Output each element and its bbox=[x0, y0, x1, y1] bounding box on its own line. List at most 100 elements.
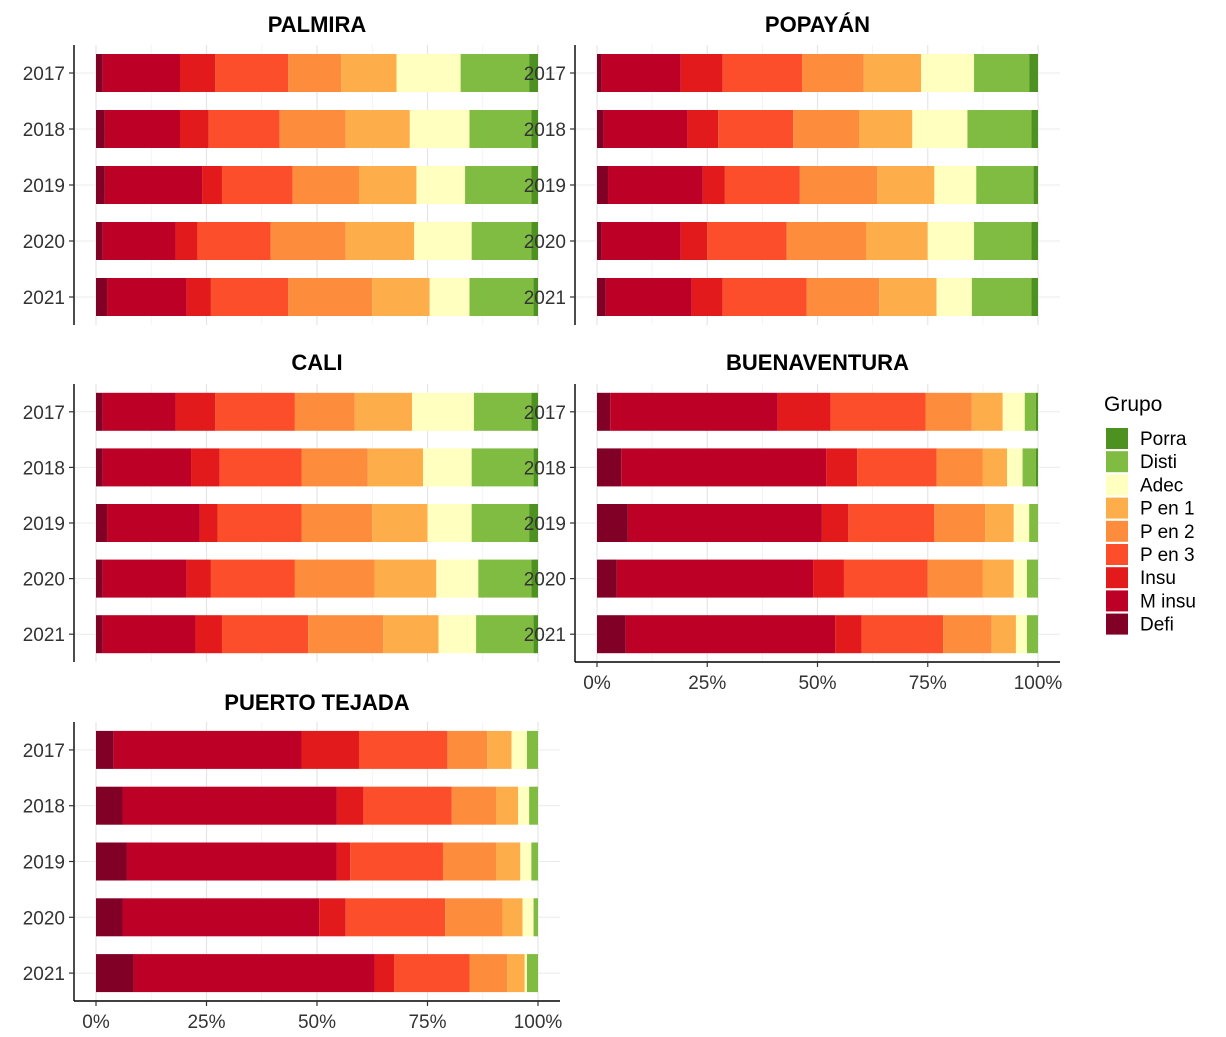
bar-segment-defi bbox=[597, 166, 609, 204]
legend-item: P en 3 bbox=[1106, 544, 1195, 566]
bar-segment-p-en-3 bbox=[350, 842, 443, 881]
bar-segment-defi bbox=[597, 559, 617, 598]
x-tick-label: 25% bbox=[187, 1012, 225, 1033]
bar-segment-p-en-1 bbox=[372, 278, 430, 316]
bar-segment-disti bbox=[974, 54, 1030, 92]
bar-segment-adec bbox=[429, 278, 470, 316]
bar-segment-insu bbox=[179, 110, 209, 148]
legend-key bbox=[1106, 613, 1128, 635]
bar-segment-defi bbox=[96, 166, 105, 204]
legend-item: P en 1 bbox=[1106, 497, 1195, 520]
bar-segment-p-en-2 bbox=[447, 730, 488, 769]
bar-segment-p-en-2 bbox=[802, 54, 864, 92]
legend-item: M insu bbox=[1106, 590, 1196, 612]
legend-label: Adec bbox=[1140, 475, 1183, 496]
y-tick-label: 2019 bbox=[23, 853, 65, 874]
y-tick-label: 2020 bbox=[23, 908, 65, 929]
bar-segment-defi bbox=[597, 448, 622, 487]
bar-segment-p-en-3 bbox=[724, 166, 800, 204]
bar-segment-p-en-1 bbox=[863, 54, 922, 92]
panel-title: POPAYÁN bbox=[765, 12, 870, 37]
bar-segment-p-en-3 bbox=[210, 559, 295, 598]
bar-segment-disti bbox=[974, 222, 1032, 260]
bar-segment-disti bbox=[529, 786, 538, 825]
bar-segment-insu bbox=[175, 222, 198, 260]
bar-segment-adec bbox=[1013, 559, 1027, 598]
bar-segment-p-en-1 bbox=[985, 504, 1014, 542]
y-tick-label: 2018 bbox=[524, 458, 566, 479]
legend-label: Porra bbox=[1140, 429, 1187, 450]
bar-segment-insu bbox=[835, 615, 862, 654]
bar-segment-adec bbox=[423, 448, 472, 487]
bar-segment-porra bbox=[533, 448, 538, 487]
bar-segment-p-en-3 bbox=[221, 615, 309, 654]
legend-item: Disti bbox=[1106, 451, 1177, 473]
bar-segment-disti bbox=[1024, 392, 1036, 431]
legend-key bbox=[1106, 520, 1128, 542]
legend-key bbox=[1106, 590, 1128, 612]
bar-segment-porra bbox=[1035, 392, 1038, 431]
bar-segment-insu bbox=[821, 504, 849, 542]
bar-segment-adec bbox=[936, 278, 972, 316]
legend-label: Defi bbox=[1140, 615, 1174, 636]
bar-segment-m-insu bbox=[102, 392, 176, 431]
x-tick-label: 50% bbox=[298, 1012, 336, 1033]
bar-segment-p-en-3 bbox=[217, 504, 302, 542]
bar-segment-p-en-3 bbox=[861, 615, 944, 654]
bar-segment-p-en-3 bbox=[707, 222, 787, 260]
bar-segment-p-en-1 bbox=[982, 559, 1014, 598]
bar-segment-porra bbox=[531, 110, 538, 148]
bar-segment-p-en-2 bbox=[301, 504, 373, 542]
bar-segment-p-en-1 bbox=[879, 278, 937, 316]
bar-segment-p-en-2 bbox=[799, 166, 878, 204]
bar-segment-p-en-3 bbox=[722, 278, 807, 316]
bar-segment-porra bbox=[1031, 110, 1038, 148]
bar-segment-porra bbox=[531, 222, 538, 260]
bar-segment-m-insu bbox=[133, 954, 375, 993]
bar-segment-defi bbox=[96, 954, 134, 993]
bar-segment-insu bbox=[175, 392, 216, 431]
bar-segment-p-en-2 bbox=[934, 504, 986, 542]
bar-segment-defi bbox=[96, 278, 108, 316]
bar-segment-insu bbox=[195, 615, 222, 654]
bar-segment-insu bbox=[202, 166, 222, 204]
bar-segment-m-insu bbox=[603, 110, 688, 148]
legend-label: Disti bbox=[1140, 452, 1177, 473]
bar-segment-p-en-2 bbox=[806, 278, 880, 316]
legend-item: Porra bbox=[1106, 428, 1187, 450]
bar-segment-disti bbox=[478, 559, 532, 598]
bar-segment-adec bbox=[409, 110, 470, 148]
bar-segment-p-en-1 bbox=[971, 392, 1003, 431]
bar-segment-porra bbox=[531, 392, 538, 431]
x-tick-label: 100% bbox=[514, 1012, 563, 1033]
bar-segment-m-insu bbox=[625, 615, 836, 654]
bar-segment-defi bbox=[96, 559, 103, 598]
bar-segment-disti bbox=[531, 842, 538, 881]
bar-segment-p-en-2 bbox=[927, 559, 983, 598]
y-tick-label: 2017 bbox=[23, 403, 65, 424]
bar-segment-insu bbox=[319, 898, 346, 937]
y-tick-label: 2020 bbox=[524, 232, 566, 253]
panel-puerto-tejada: PUERTO TEJADA 2017 2018 2019 2020 2021 0% 25% 50… bbox=[23, 690, 563, 1033]
bar-segment-defi bbox=[96, 842, 127, 881]
bar-segment-defi bbox=[96, 615, 103, 654]
bar-segment-insu bbox=[336, 786, 364, 825]
bar-segment-disti bbox=[460, 54, 530, 92]
bar-segment-insu bbox=[777, 392, 831, 431]
legend-item: Insu bbox=[1106, 567, 1176, 589]
legend-key bbox=[1106, 474, 1128, 496]
bar-segment-porra bbox=[531, 166, 538, 204]
bar-segment-defi bbox=[96, 504, 108, 542]
legend-label: Insu bbox=[1140, 568, 1176, 589]
bar-segment-m-insu bbox=[104, 166, 203, 204]
bar-segment-p-en-2 bbox=[279, 110, 346, 148]
legend-key bbox=[1106, 567, 1128, 589]
bar-segment-p-en-2 bbox=[288, 278, 373, 316]
bar-segment-p-en-1 bbox=[374, 559, 437, 598]
y-tick-label: 2018 bbox=[23, 458, 65, 479]
bar-segment-defi bbox=[96, 448, 103, 487]
bar-segment-disti bbox=[471, 504, 530, 542]
x-tick-label: 0% bbox=[82, 1012, 110, 1033]
bar-segment-p-en-3 bbox=[394, 954, 470, 993]
bar-segment-m-insu bbox=[113, 730, 302, 769]
